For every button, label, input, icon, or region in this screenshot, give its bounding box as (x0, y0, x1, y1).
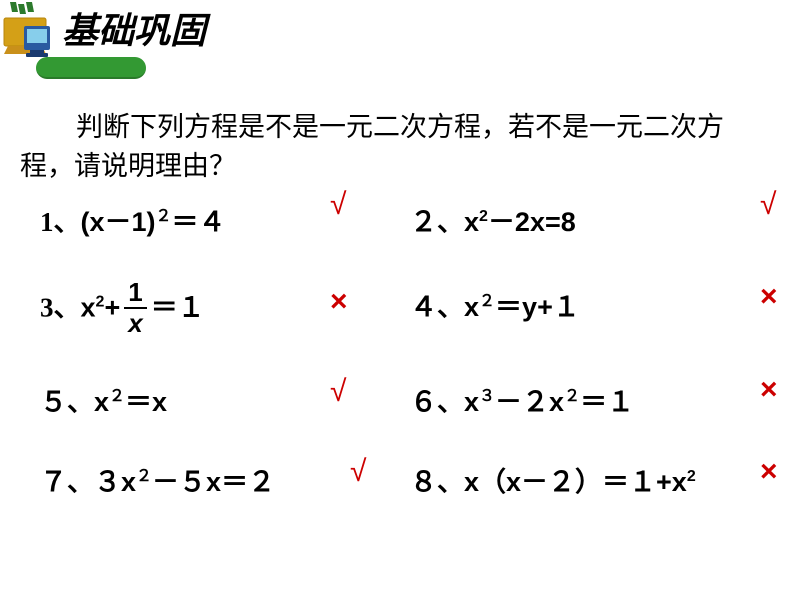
row-2: 3、x2+1x＝１ × ４、x２＝y+１ × (40, 260, 770, 370)
mark-4: × (760, 280, 778, 314)
eq-5: ５、x２＝x (40, 380, 167, 419)
mark-8: × (760, 455, 778, 489)
eq-4: ４、x２＝y+１ (410, 285, 580, 324)
question-content: 判断下列方程是不是一元二次方程，若不是一元二次方程，请说明理由？ (20, 112, 724, 181)
eq-6: ６、x３－２x２＝１ (410, 380, 634, 419)
eq-3: 3、x2+1x＝１ (40, 280, 205, 339)
row-3: ５、x２＝x √ ６、x３－２x２＝１ × (40, 370, 770, 445)
row-4: ７、３x２－５x＝２ √ ８、x（x－２）＝１+x2 × (40, 445, 770, 505)
question-text: 判断下列方程是不是一元二次方程，若不是一元二次方程，请说明理由？ (20, 108, 760, 186)
mark-5: √ (330, 375, 346, 409)
slide-header: 基础巩固 (0, 0, 794, 90)
mark-2: √ (760, 188, 776, 222)
row-1: 1、(x－1)２＝４ √ ２、x2－2x=8 √ (40, 200, 770, 260)
eq-1: 1、(x－1)２＝４ (40, 200, 226, 239)
mark-6: × (760, 373, 778, 407)
mark-1: √ (330, 188, 346, 222)
eq-2: ２、x2－2x=8 (410, 200, 576, 239)
mark-7: √ (350, 455, 366, 489)
eq-8: ８、x（x－２）＝１+x2 (410, 460, 696, 499)
slide-title: 基础巩固 (62, 2, 206, 54)
frac-top: 1 (124, 278, 146, 309)
eq-7: ７、３x２－５x＝２ (40, 460, 275, 499)
equations-grid: 1、(x－1)２＝４ √ ２、x2－2x=8 √ 3、x2+1x＝１ × ４、x… (40, 200, 770, 505)
frac-bot: x (124, 309, 146, 338)
mark-3: × (330, 285, 348, 319)
title-underline (36, 57, 146, 79)
